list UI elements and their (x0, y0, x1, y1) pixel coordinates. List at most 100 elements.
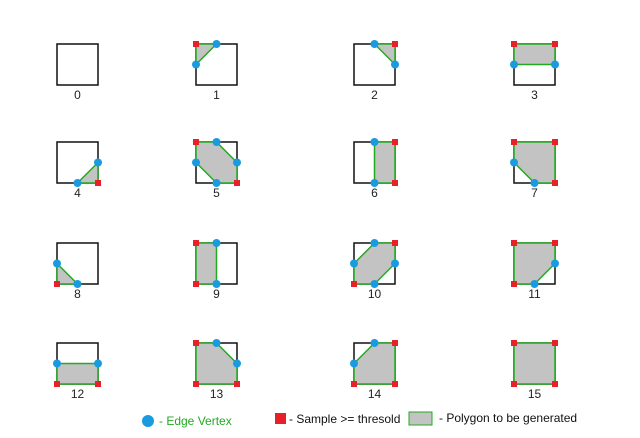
generated-polygon (75, 160, 99, 184)
edge-vertex (370, 40, 379, 48)
case-cell: 4 (56, 141, 102, 200)
sample-marker-tl (193, 139, 199, 145)
generated-polygon (513, 342, 556, 385)
legend-edge-vertex-icon (142, 415, 154, 427)
edge-vertex (212, 40, 221, 48)
legend-polygon-label: - Polygon to be generated (439, 411, 577, 425)
edge-vertex (510, 158, 518, 167)
sample-marker-tr (552, 139, 558, 145)
case-cell: 15 (511, 340, 558, 401)
generated-polygon (195, 242, 218, 285)
sample-marker-tl (511, 340, 517, 346)
case-label: 0 (74, 88, 81, 102)
edge-vertex (551, 259, 559, 268)
case-label: 14 (368, 387, 382, 401)
edge-vertex (530, 280, 539, 288)
case-label: 2 (371, 88, 378, 102)
sample-marker-tl (193, 41, 199, 47)
generated-polygon (56, 261, 80, 285)
sample-marker-tl (511, 139, 517, 145)
case-cell: 6 (353, 138, 398, 200)
legend: - Edge Vertex - Sample >= thresold - Pol… (142, 411, 577, 428)
sample-marker-tr (552, 41, 558, 47)
generated-polygon (373, 141, 396, 184)
sample-marker-br (552, 381, 558, 387)
sample-marker-bl (54, 281, 60, 287)
edge-vertex (510, 60, 518, 69)
edge-vertex (212, 280, 221, 288)
sample-marker-bl (351, 281, 357, 287)
legend-sample-label: - Sample >= thresold (289, 412, 400, 426)
sample-marker-br (234, 180, 240, 186)
sample-marker-tl (511, 41, 517, 47)
sample-marker-tr (392, 240, 398, 246)
cell-square (56, 43, 99, 86)
case-cell: 5 (192, 138, 241, 200)
sample-marker-tr (392, 41, 398, 47)
edge-vertex (192, 158, 200, 167)
edge-vertex (370, 339, 379, 347)
case-label: 11 (528, 287, 541, 301)
edge-vertex (212, 239, 221, 247)
edge-vertex (551, 60, 559, 69)
sample-marker-br (95, 381, 101, 387)
edge-vertex (350, 359, 358, 368)
case-label: 9 (213, 287, 220, 301)
generated-polygon (353, 342, 396, 385)
sample-marker-tr (392, 340, 398, 346)
edge-vertex (73, 280, 82, 288)
sample-marker-bl (193, 281, 199, 287)
case-cell: 8 (53, 242, 99, 301)
sample-marker-br (392, 180, 398, 186)
case-cell: 2 (353, 40, 399, 102)
case-cell: 1 (192, 40, 238, 102)
edge-vertex (370, 138, 379, 146)
edge-vertex (53, 259, 61, 268)
case-cell: 14 (350, 339, 398, 401)
legend-edge-vertex-label: - Edge Vertex (159, 414, 232, 428)
case-label: 6 (371, 186, 378, 200)
case-cell: 7 (510, 139, 558, 200)
sample-marker-tr (552, 340, 558, 346)
edge-vertex (73, 179, 82, 187)
case-cell: 9 (193, 239, 238, 301)
edge-vertex (370, 239, 379, 247)
edge-vertex (94, 158, 102, 167)
legend-sample-icon (275, 413, 286, 424)
generated-polygon (513, 43, 556, 66)
sample-marker-br (234, 381, 240, 387)
case-label: 10 (368, 287, 382, 301)
generated-polygon (372, 43, 396, 67)
edge-vertex (370, 179, 379, 187)
sample-marker-bl (54, 381, 60, 387)
edge-vertex (350, 259, 358, 268)
sample-marker-bl (193, 381, 199, 387)
edge-vertex (94, 359, 102, 368)
case-label: 13 (210, 387, 224, 401)
case-label: 15 (528, 387, 542, 401)
case-label: 1 (213, 88, 220, 102)
edge-vertex (53, 359, 61, 368)
edge-vertex (212, 138, 221, 146)
case-label: 3 (531, 88, 538, 102)
sample-marker-tl (193, 340, 199, 346)
case-label: 12 (71, 387, 85, 401)
edge-vertex (530, 179, 539, 187)
sample-marker-br (392, 381, 398, 387)
sample-marker-bl (351, 381, 357, 387)
sample-marker-br (552, 180, 558, 186)
edge-vertex (212, 339, 221, 347)
case-cell: 10 (350, 239, 399, 301)
edge-vertex (233, 359, 241, 368)
case-label: 4 (74, 186, 81, 200)
case-label: 8 (74, 287, 81, 301)
sample-marker-tl (511, 240, 517, 246)
sample-marker-bl (511, 381, 517, 387)
sample-marker-br (95, 180, 101, 186)
case-cell: 12 (53, 342, 102, 401)
case-cell: 11 (511, 240, 559, 301)
edge-vertex (233, 158, 241, 167)
edge-vertex (192, 60, 200, 69)
edge-vertex (212, 179, 221, 187)
case-cell: 13 (193, 339, 241, 401)
